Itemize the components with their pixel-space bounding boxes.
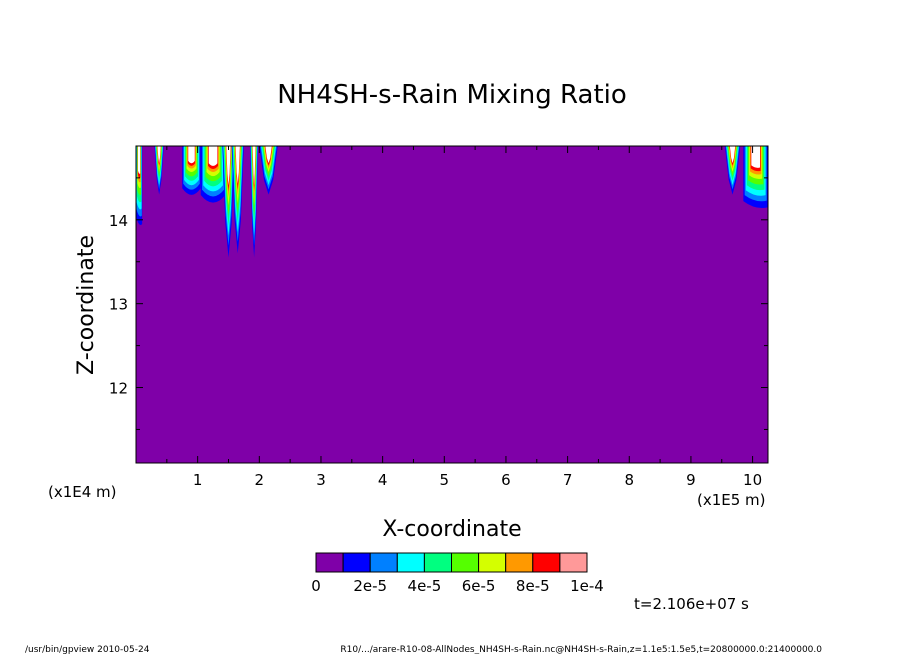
colorbar-swatch (451, 552, 480, 573)
colorbar-label: 4e-5 (408, 577, 442, 595)
x-tick-label: 4 (378, 471, 388, 489)
plume-8-level-8 (729, 146, 736, 164)
plume-9-level-8 (751, 146, 761, 168)
y-tick-label: 14 (109, 212, 128, 230)
colorbar-swatch (315, 552, 344, 573)
x-scale-label: (x1E5 m) (697, 491, 766, 509)
colorbar-swatch (478, 552, 507, 573)
plume-4-level-8 (226, 146, 231, 186)
x-tick-label: 9 (686, 471, 696, 489)
colorbar-swatch (342, 552, 371, 573)
plume-2-level-8 (188, 146, 195, 164)
x-tick-label: 6 (501, 471, 511, 489)
y-axis-label: Z-coordinate (74, 235, 99, 375)
plume-6-level-8 (252, 146, 256, 186)
chart-title: NH4SH-s-Rain Mixing Ratio (277, 80, 627, 110)
plot-frame (135, 145, 769, 464)
colorbar (315, 552, 588, 573)
x-tick-label: 3 (316, 471, 326, 489)
colorbar-label: 2e-5 (353, 577, 387, 595)
plume-0-level-8 (137, 146, 141, 174)
plume-5-level-8 (235, 146, 240, 184)
colorbar-swatch (396, 552, 425, 573)
colorbar-label: 8e-5 (516, 577, 550, 595)
colorbar-label: 6e-5 (462, 577, 496, 595)
plume-3-level-8 (208, 146, 218, 166)
colorbar-label: 1e-4 (570, 577, 604, 595)
x-tick-label: 5 (440, 471, 450, 489)
x-axis-label: X-coordinate (382, 517, 521, 542)
plume-1-level-8 (157, 146, 161, 164)
x-tick-label: 10 (743, 471, 762, 489)
colorbar-label: 0 (311, 577, 321, 595)
colorbar-swatch (369, 552, 398, 573)
plume-7-level-8 (265, 146, 272, 164)
x-tick-label: 7 (563, 471, 573, 489)
colorbar-labels: 0 2e-5 4e-5 6e-5 8e-5 1e-4 (311, 577, 604, 595)
colorbar-swatch (505, 552, 534, 573)
y-axis: 12 13 14 (109, 177, 768, 430)
x-tick-label: 8 (624, 471, 634, 489)
colorbar-swatch (559, 552, 588, 573)
footer-program-date: /usr/bin/gpview 2010-05-24 (25, 645, 150, 654)
x-tick-label: 2 (255, 471, 265, 489)
colorbar-swatch (423, 552, 452, 573)
x-axis: 1 2 3 4 5 6 7 8 9 10 (166, 146, 762, 489)
x-tick-label: 1 (193, 471, 203, 489)
time-label: t=2.106e+07 s (634, 595, 749, 613)
y-tick-label: 13 (109, 296, 128, 314)
y-scale-label: (x1E4 m) (48, 483, 117, 501)
footer-source-path: R10/.../arare-R10-08-AllNodes_NH4SH-s-Ra… (340, 645, 822, 654)
colorbar-swatch (532, 552, 561, 573)
y-tick-label: 12 (109, 380, 128, 398)
